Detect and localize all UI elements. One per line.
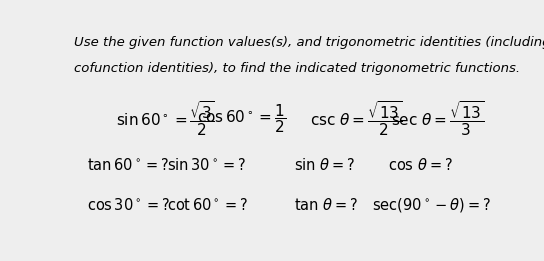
Text: $\cos\,\theta = ?$: $\cos\,\theta = ?$ (388, 157, 453, 173)
Text: $\cot 60^\circ = ?$: $\cot 60^\circ = ?$ (167, 197, 249, 213)
Text: $\sec(90^\circ - \theta) = ?$: $\sec(90^\circ - \theta) = ?$ (372, 196, 491, 214)
Text: $\tan 60^\circ = ?$: $\tan 60^\circ = ?$ (87, 157, 170, 173)
Text: $\sin 60^\circ = \dfrac{\sqrt{3}}{2}$: $\sin 60^\circ = \dfrac{\sqrt{3}}{2}$ (116, 99, 215, 138)
Text: $\sec\,\theta = \dfrac{\sqrt{13}}{3}$: $\sec\,\theta = \dfrac{\sqrt{13}}{3}$ (391, 99, 484, 138)
Text: $\cos 60^\circ = \dfrac{1}{2}$: $\cos 60^\circ = \dfrac{1}{2}$ (196, 102, 286, 135)
Text: cofunction identities), to find the indicated trigonometric functions.: cofunction identities), to find the indi… (75, 62, 521, 75)
Text: $\csc\,\theta = \dfrac{\sqrt{13}}{2}$: $\csc\,\theta = \dfrac{\sqrt{13}}{2}$ (311, 99, 403, 138)
Text: $\cos 30^\circ = ?$: $\cos 30^\circ = ?$ (87, 197, 170, 213)
Text: Use the given function values(s), and trigonometric identities (including the: Use the given function values(s), and tr… (75, 36, 544, 49)
Text: $\sin\,\theta = ?$: $\sin\,\theta = ?$ (294, 157, 355, 173)
Text: $\sin 30^\circ = ?$: $\sin 30^\circ = ?$ (167, 157, 246, 173)
Text: $\tan\,\theta = ?$: $\tan\,\theta = ?$ (294, 197, 358, 213)
